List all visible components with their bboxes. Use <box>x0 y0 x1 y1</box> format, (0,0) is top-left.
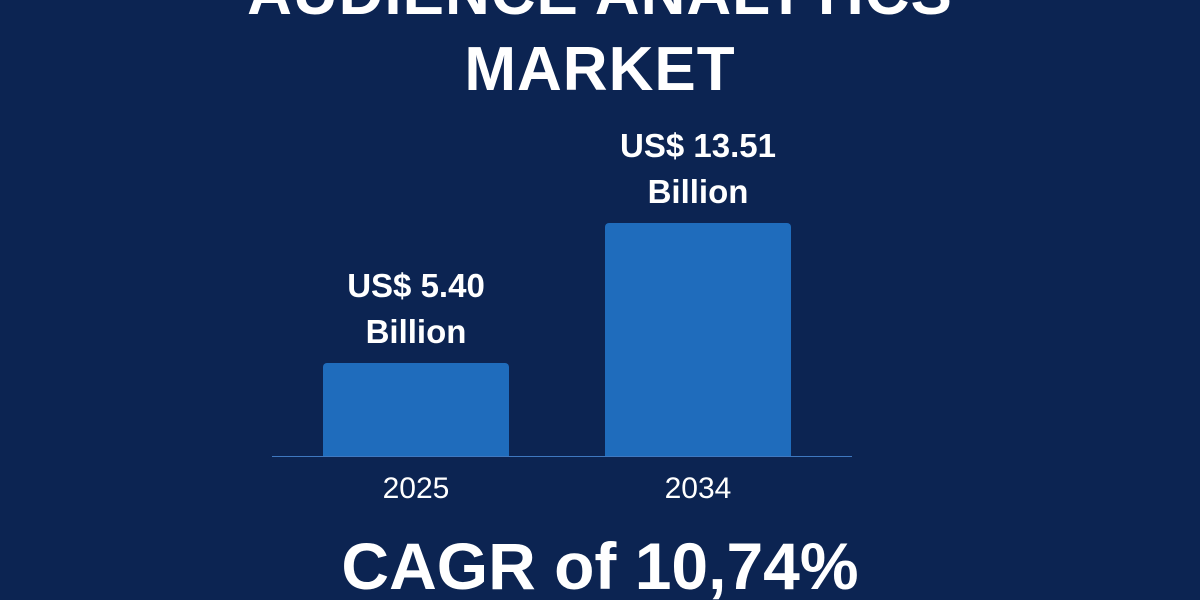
bar <box>323 362 509 456</box>
baseline <box>272 456 852 457</box>
chart-title: AUDIENCE ANALYTICS MARKET <box>247 0 952 104</box>
value-label: US$ 13.51 Billion <box>620 127 776 210</box>
x-tick-label: 2034 <box>664 472 732 505</box>
bar <box>605 223 791 456</box>
cagr-annotation: CAGR of 10,74% <box>341 529 859 600</box>
x-tick-label: 2025 <box>382 472 450 505</box>
value-label: US$ 5.40 Billion <box>347 266 485 350</box>
